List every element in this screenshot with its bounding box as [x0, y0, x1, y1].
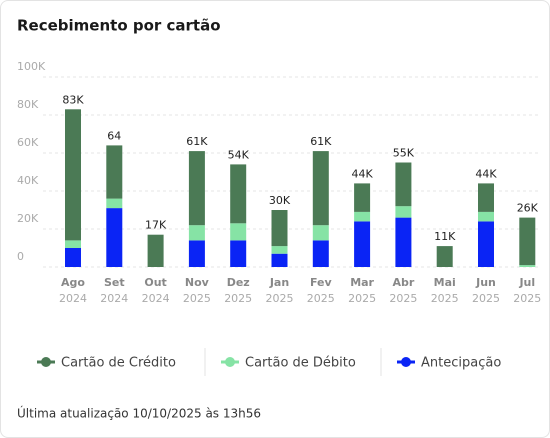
bar-segment: [395, 217, 412, 267]
bar-segment: [106, 208, 123, 267]
y-tick-label: 60K: [17, 136, 39, 149]
bar-segment: [354, 211, 371, 222]
total-label: 11K: [434, 230, 456, 243]
total-label: 55K: [393, 147, 415, 160]
legend-marker: [401, 357, 411, 367]
x-tick-year: 2025: [266, 292, 294, 305]
legend-label: Cartão de Débito: [245, 356, 356, 371]
x-tick-label: Jan: [269, 276, 289, 289]
bar-segment: [65, 240, 81, 248]
chart-title: Recebimento por cartão: [17, 17, 221, 35]
x-tick-year: 2025: [472, 292, 500, 305]
footer: Última atualização 10/10/2025 às 13h56: [17, 406, 261, 421]
total-label: 26K: [517, 202, 539, 215]
bar-segment: [519, 265, 536, 267]
legend-marker: [41, 357, 51, 367]
x-tick-year: 2025: [224, 292, 252, 305]
x-tick-year: 2024: [59, 292, 87, 305]
total-label: 30K: [269, 194, 291, 207]
x-tick-label: Out: [144, 276, 166, 289]
bar-segment: [395, 206, 412, 218]
bar-segment: [230, 223, 247, 241]
bar-segment: [230, 164, 247, 224]
x-tick-year: 2025: [431, 292, 459, 305]
bar-segment: [188, 225, 205, 241]
bar-segment: [65, 109, 81, 241]
total-label: 17K: [145, 219, 167, 232]
bar-segment: [106, 198, 123, 209]
bar-segment: [271, 246, 288, 254]
x-tick-year: 2025: [348, 292, 376, 305]
legend-marker: [225, 357, 235, 367]
total-label: 54K: [228, 148, 250, 161]
y-tick-label: 0: [17, 250, 24, 263]
total-label: 83K: [62, 93, 84, 106]
y-tick-label: 80K: [17, 98, 39, 111]
bar-segment: [478, 221, 494, 267]
x-tick-year: 2025: [513, 292, 541, 305]
bar-segment: [478, 211, 494, 222]
x-tick-label: Dez: [227, 276, 250, 289]
bar-segment: [271, 210, 288, 247]
bar-segment: [230, 240, 247, 267]
bar-segment: [312, 225, 329, 241]
x-tick-year: 2025: [389, 292, 417, 305]
bar-segment: [106, 145, 123, 199]
bar-segment: [312, 151, 329, 226]
bar-segment: [188, 151, 205, 226]
bar-segment: [147, 234, 164, 267]
y-tick-label: 20K: [17, 212, 39, 225]
x-tick-year: 2025: [183, 292, 211, 305]
x-tick-label: Jun: [475, 276, 496, 289]
bar-segment: [436, 246, 453, 267]
x-tick-year: 2025: [307, 292, 335, 305]
x-tick-label: Abr: [392, 276, 414, 289]
x-tick-label: Jul: [518, 276, 535, 289]
bar-segment: [478, 183, 494, 212]
bar-segment: [519, 217, 536, 266]
x-tick-label: Set: [104, 276, 125, 289]
bar-segment: [312, 240, 329, 267]
total-label: 61K: [186, 135, 208, 148]
x-tick-label: Nov: [185, 276, 210, 289]
y-tick-label: 100K: [17, 60, 46, 73]
legend-label: Cartão de Crédito: [61, 356, 176, 371]
total-label: 44K: [475, 167, 497, 180]
y-tick-label: 40K: [17, 174, 39, 187]
bar-segment: [271, 253, 288, 267]
bar-segment: [354, 221, 371, 267]
x-tick-label: Mar: [350, 276, 374, 289]
bar-segment: [395, 162, 412, 207]
total-label: 64: [107, 129, 121, 142]
x-tick-label: Mai: [434, 276, 456, 289]
total-label: 44K: [351, 167, 373, 180]
x-tick-year: 2024: [142, 292, 170, 305]
bar-segment: [65, 248, 81, 267]
bar-segment: [188, 240, 205, 267]
x-tick-label: Fev: [310, 276, 333, 289]
bar-segment: [354, 183, 371, 212]
x-tick-label: Ago: [61, 276, 85, 289]
legend-label: Antecipação: [421, 356, 501, 371]
x-tick-year: 2024: [100, 292, 128, 305]
total-label: 61K: [310, 135, 332, 148]
